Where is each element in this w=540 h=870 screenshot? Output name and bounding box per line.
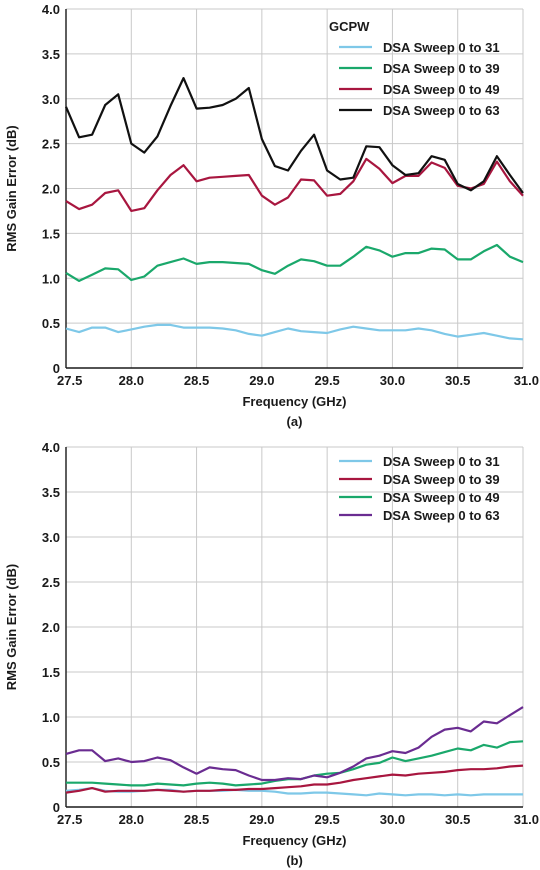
x-tick-label: 29.0 <box>249 373 274 388</box>
legend-entry-label: DSA Sweep 0 to 49 <box>383 82 500 97</box>
x-tick-label: 31.0 <box>514 373 539 388</box>
y-tick-label: 1.5 <box>42 226 60 241</box>
legend-entry-label: DSA Sweep 0 to 39 <box>383 61 500 76</box>
x-tick-label: 30.0 <box>380 373 405 388</box>
legend-entry-label: DSA Sweep 0 to 39 <box>383 472 500 487</box>
x-axis-title: Frequency (GHz) <box>242 833 346 848</box>
y-axis-title: RMS Gain Error (dB) <box>4 125 19 251</box>
legend-title: GCPW <box>329 19 370 34</box>
x-tick-label: 30.5 <box>445 812 470 827</box>
y-tick-label: 3.5 <box>42 485 60 500</box>
y-tick-label: 3.0 <box>42 92 60 107</box>
x-tick-label: 29.5 <box>314 812 339 827</box>
legend-entry-label: DSA Sweep 0 to 49 <box>383 490 500 505</box>
y-tick-label: 3.5 <box>42 47 60 62</box>
series-line-4 <box>64 76 524 194</box>
y-tick-label: 2.5 <box>42 575 60 590</box>
chart-panel-b: 0 0.5 1.0 1.5 2.0 2.5 3.0 3.5 4.0 27.5 28.0 28.5 29.… <box>4 440 539 868</box>
figure-caption: (b) <box>286 853 303 868</box>
x-tick-label: 31.0 <box>514 812 539 827</box>
y-tick-label: 0 <box>53 361 60 376</box>
legend-entry-label: DSA Sweep 0 to 63 <box>383 103 500 118</box>
series-line-4 <box>65 706 524 782</box>
series-line-2 <box>65 764 524 794</box>
figure-caption: (a) <box>287 414 303 429</box>
y-tick-label: 3.0 <box>42 530 60 545</box>
y-tick-label: 0.5 <box>42 755 60 770</box>
y-tick-label: 4.0 <box>42 2 60 17</box>
legend-entry-label: DSA Sweep 0 to 63 <box>383 508 500 523</box>
y-tick-label: 1.5 <box>42 665 60 680</box>
y-tick-label: 2.5 <box>42 137 60 152</box>
chart-panel-a: 0 0.5 1.0 1.5 2.0 2.5 3.0 3.5 4.0 27.5 28.0 28.5 29.… <box>4 2 539 429</box>
legend-entry-label: DSA Sweep 0 to 31 <box>383 40 500 55</box>
legend-entry-label: DSA Sweep 0 to 31 <box>383 454 500 469</box>
series-line-3 <box>65 157 524 212</box>
y-tick-label: 2.0 <box>42 620 60 635</box>
y-tick-label: 0.5 <box>42 316 60 331</box>
y-tick-label: 2.0 <box>42 182 60 197</box>
x-tick-label: 28.0 <box>119 373 144 388</box>
x-tick-label: 27.5 <box>57 812 82 827</box>
y-tick-label: 0 <box>53 800 60 815</box>
x-tick-label: 29.0 <box>249 812 274 827</box>
x-tick-label: 28.5 <box>184 812 209 827</box>
y-tick-label: 4.0 <box>42 440 60 455</box>
series-line-1 <box>65 323 524 341</box>
x-tick-label: 27.5 <box>57 373 82 388</box>
x-tick-label: 28.5 <box>184 373 209 388</box>
y-tick-label: 1.0 <box>42 271 60 286</box>
x-tick-label: 29.5 <box>314 373 339 388</box>
series-line-2 <box>65 243 524 282</box>
x-axis-title: Frequency (GHz) <box>242 394 346 409</box>
y-axis-title: RMS Gain Error (dB) <box>4 564 19 690</box>
x-tick-label: 30.5 <box>445 373 470 388</box>
y-tick-label: 1.0 <box>42 710 60 725</box>
x-tick-label: 30.0 <box>380 812 405 827</box>
x-tick-label: 28.0 <box>119 812 144 827</box>
